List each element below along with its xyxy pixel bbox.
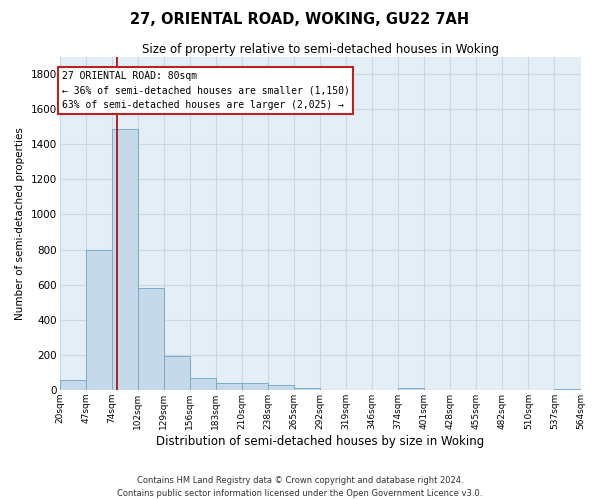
Bar bbox=[59, 380, 86, 390]
Y-axis label: Number of semi-detached properties: Number of semi-detached properties bbox=[15, 127, 25, 320]
Bar bbox=[294, 388, 320, 390]
Bar bbox=[242, 383, 268, 390]
Bar bbox=[216, 383, 242, 390]
Text: 27, ORIENTAL ROAD, WOKING, GU22 7AH: 27, ORIENTAL ROAD, WOKING, GU22 7AH bbox=[130, 12, 470, 28]
Bar bbox=[138, 288, 164, 390]
Text: 27 ORIENTAL ROAD: 80sqm
← 36% of semi-detached houses are smaller (1,150)
63% of: 27 ORIENTAL ROAD: 80sqm ← 36% of semi-de… bbox=[62, 70, 349, 110]
Title: Size of property relative to semi-detached houses in Woking: Size of property relative to semi-detach… bbox=[142, 42, 499, 56]
Bar bbox=[398, 388, 424, 390]
X-axis label: Distribution of semi-detached houses by size in Woking: Distribution of semi-detached houses by … bbox=[156, 434, 484, 448]
Text: Contains HM Land Registry data © Crown copyright and database right 2024.
Contai: Contains HM Land Registry data © Crown c… bbox=[118, 476, 482, 498]
Bar bbox=[554, 389, 581, 390]
Bar bbox=[190, 378, 216, 390]
Bar bbox=[86, 250, 112, 390]
Bar bbox=[112, 128, 138, 390]
Bar bbox=[164, 356, 190, 390]
Bar bbox=[268, 386, 294, 390]
